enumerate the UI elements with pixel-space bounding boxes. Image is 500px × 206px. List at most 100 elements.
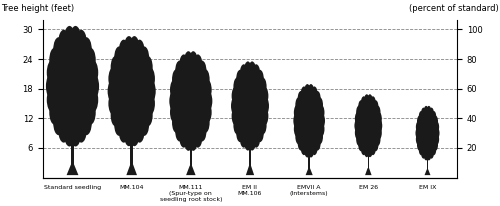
Ellipse shape (108, 80, 118, 103)
Ellipse shape (248, 61, 256, 80)
Ellipse shape (65, 40, 74, 60)
Ellipse shape (258, 93, 264, 108)
Ellipse shape (300, 87, 307, 102)
Ellipse shape (134, 40, 144, 62)
Ellipse shape (370, 96, 376, 109)
Ellipse shape (236, 124, 244, 142)
Ellipse shape (76, 118, 86, 143)
Ellipse shape (130, 49, 138, 67)
Ellipse shape (244, 61, 252, 80)
Ellipse shape (311, 87, 318, 102)
Ellipse shape (364, 102, 369, 112)
Ellipse shape (64, 26, 75, 51)
Ellipse shape (82, 96, 90, 117)
Ellipse shape (58, 118, 69, 143)
Ellipse shape (358, 138, 364, 151)
Ellipse shape (70, 122, 81, 146)
Ellipse shape (81, 110, 92, 135)
Ellipse shape (308, 84, 314, 99)
Ellipse shape (143, 56, 152, 79)
Ellipse shape (142, 88, 150, 107)
Ellipse shape (119, 120, 128, 143)
Ellipse shape (176, 110, 184, 126)
Ellipse shape (139, 46, 149, 69)
Ellipse shape (53, 37, 64, 62)
Ellipse shape (114, 75, 122, 94)
Ellipse shape (174, 98, 182, 115)
Ellipse shape (294, 105, 300, 120)
Ellipse shape (419, 144, 424, 155)
Ellipse shape (373, 110, 378, 120)
Ellipse shape (422, 142, 426, 152)
Ellipse shape (240, 121, 247, 136)
Ellipse shape (139, 113, 149, 136)
Ellipse shape (259, 77, 266, 96)
Ellipse shape (236, 104, 242, 119)
Ellipse shape (300, 140, 307, 155)
Ellipse shape (114, 88, 122, 107)
Ellipse shape (116, 63, 124, 82)
Ellipse shape (198, 121, 206, 142)
Ellipse shape (420, 119, 424, 129)
Ellipse shape (85, 100, 96, 125)
Bar (71, 143, 74, 175)
Ellipse shape (358, 100, 364, 113)
Ellipse shape (248, 132, 256, 151)
Ellipse shape (316, 119, 322, 131)
Ellipse shape (421, 108, 426, 119)
Ellipse shape (140, 63, 148, 82)
Ellipse shape (376, 126, 382, 139)
Ellipse shape (296, 129, 302, 144)
Ellipse shape (358, 117, 362, 127)
Ellipse shape (231, 97, 239, 115)
Ellipse shape (125, 49, 133, 67)
Ellipse shape (374, 117, 379, 127)
Ellipse shape (200, 87, 207, 104)
Ellipse shape (203, 80, 211, 100)
Ellipse shape (203, 102, 211, 123)
Ellipse shape (85, 48, 96, 73)
Ellipse shape (88, 74, 99, 99)
Ellipse shape (253, 76, 260, 91)
Ellipse shape (136, 54, 144, 73)
Ellipse shape (54, 55, 64, 76)
Ellipse shape (46, 74, 57, 99)
Ellipse shape (244, 125, 251, 140)
Bar (368, 155, 369, 175)
Ellipse shape (364, 139, 369, 150)
Ellipse shape (175, 121, 184, 142)
Text: (percent of standard): (percent of standard) (408, 4, 498, 13)
Ellipse shape (355, 112, 360, 125)
Ellipse shape (419, 111, 424, 122)
Ellipse shape (194, 118, 202, 135)
Ellipse shape (170, 102, 179, 123)
Ellipse shape (375, 133, 380, 146)
Ellipse shape (88, 87, 98, 112)
Ellipse shape (362, 136, 366, 147)
Ellipse shape (194, 67, 202, 84)
Ellipse shape (367, 94, 373, 107)
Ellipse shape (432, 119, 436, 129)
Ellipse shape (88, 60, 98, 85)
Ellipse shape (433, 139, 438, 151)
Ellipse shape (249, 125, 256, 140)
Ellipse shape (308, 142, 314, 157)
Ellipse shape (430, 142, 434, 152)
Ellipse shape (424, 112, 428, 121)
Ellipse shape (204, 91, 212, 111)
Ellipse shape (110, 104, 120, 126)
Ellipse shape (367, 144, 373, 157)
Ellipse shape (184, 123, 192, 139)
Ellipse shape (140, 101, 148, 119)
Ellipse shape (368, 102, 372, 112)
Bar (130, 143, 133, 175)
Ellipse shape (424, 106, 428, 117)
Ellipse shape (189, 130, 198, 151)
Ellipse shape (375, 106, 380, 119)
Ellipse shape (200, 98, 207, 115)
Ellipse shape (170, 91, 178, 111)
Ellipse shape (374, 124, 379, 135)
Ellipse shape (190, 123, 197, 139)
Ellipse shape (311, 140, 318, 155)
Ellipse shape (116, 101, 124, 119)
